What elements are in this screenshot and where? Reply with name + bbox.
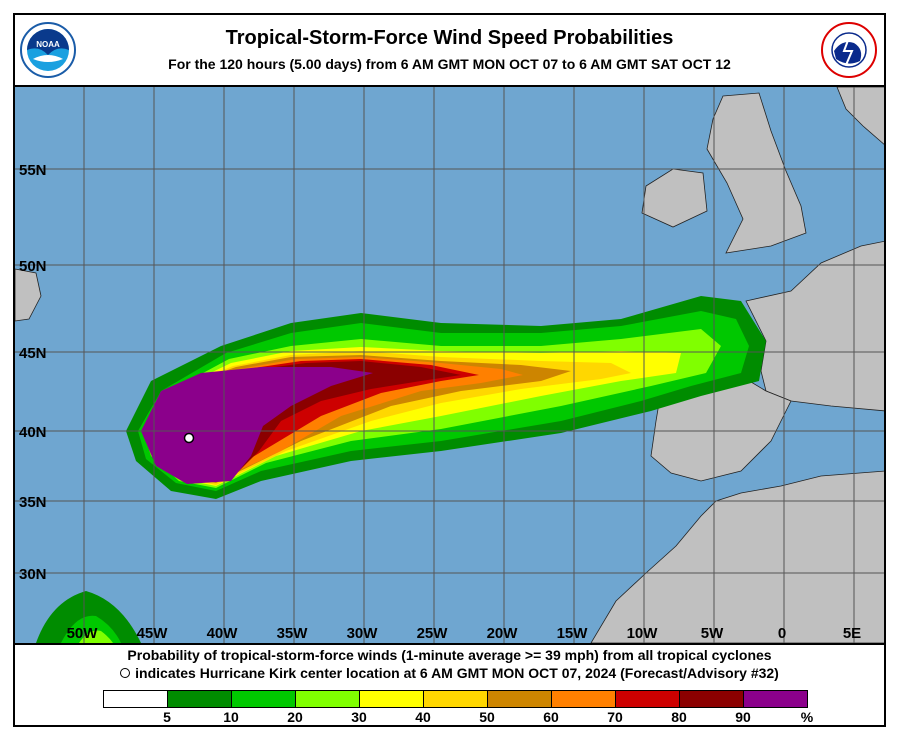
lat-label: 40N — [19, 424, 47, 441]
land-africa — [590, 470, 884, 643]
lon-label: 50W — [67, 625, 99, 642]
land-uk — [706, 92, 807, 254]
contour-90-percent — [141, 367, 373, 484]
land-newfoundland — [15, 268, 42, 322]
legend-tick-label: 5 — [163, 709, 171, 725]
lat-label: 50N — [19, 258, 47, 275]
header: NOAA Tropical-Storm-Force Wind Speed Pro… — [15, 15, 884, 87]
legend-swatch — [104, 691, 168, 707]
nws-logo-icon — [821, 22, 877, 78]
lon-label: 20W — [487, 625, 519, 642]
legend-swatch — [616, 691, 680, 707]
footer-description: Probability of tropical-storm-force wind… — [127, 647, 772, 663]
lat-label: 55N — [19, 162, 47, 179]
noaa-logo-icon: NOAA — [20, 22, 76, 78]
lon-label: 25W — [417, 625, 449, 642]
legend-swatch — [488, 691, 552, 707]
chart-subtitle: For the 120 hours (5.00 days) from 6 AM … — [168, 56, 731, 72]
lon-label: 0 — [778, 625, 786, 642]
legend-tick-label: 50 — [479, 709, 495, 725]
legend-swatch — [680, 691, 744, 707]
chart-title: Tropical-Storm-Force Wind Speed Probabil… — [225, 27, 674, 49]
legend-swatch — [232, 691, 296, 707]
land-scandinavia — [836, 87, 884, 145]
legend-tick-label: 90 — [735, 709, 751, 725]
lon-label: 30W — [347, 625, 379, 642]
lat-lon-grid — [15, 87, 884, 643]
lon-label: 45W — [137, 625, 169, 642]
legend-swatch — [296, 691, 360, 707]
lon-label: 10W — [627, 625, 659, 642]
legend-swatch — [744, 691, 807, 707]
lat-label: 45N — [19, 345, 47, 362]
figure-frame: NOAA Tropical-Storm-Force Wind Speed Pro… — [13, 13, 886, 727]
lon-label: 15W — [557, 625, 589, 642]
storm-center-marker[interactable] — [183, 432, 195, 444]
legend-swatch — [424, 691, 488, 707]
footer-storm-note: indicates Hurricane Kirk center location… — [15, 665, 884, 681]
svg-text:NOAA: NOAA — [36, 40, 60, 49]
legend-swatch — [360, 691, 424, 707]
legend-tick-label: 20 — [287, 709, 303, 725]
lon-label: 5W — [701, 625, 724, 642]
legend-tick-label: 80 — [671, 709, 687, 725]
legend-tick-label: 70 — [607, 709, 623, 725]
legend-tick-label: 40 — [415, 709, 431, 725]
legend-colorbar — [103, 690, 808, 708]
footer-storm-note-text: indicates Hurricane Kirk center location… — [135, 665, 779, 681]
probability-contours — [36, 296, 766, 643]
probability-map: 55N 50N 45N 40N 35N 30N 50W 45W 40W 35W 30W 25W 20W… — [15, 87, 884, 645]
legend-tick-label: % — [800, 709, 814, 725]
lon-label: 35W — [277, 625, 309, 642]
open-circle-icon — [120, 668, 131, 678]
footer: Probability of tropical-storm-force wind… — [15, 645, 884, 725]
legend-swatch — [168, 691, 232, 707]
lon-label: 5E — [843, 625, 861, 642]
land — [15, 87, 884, 643]
lat-label: 35N — [19, 494, 47, 511]
legend-tick-label: 10 — [223, 709, 239, 725]
legend-tick-label: 30 — [351, 709, 367, 725]
lon-label: 40W — [207, 625, 239, 642]
legend-swatch — [552, 691, 616, 707]
lat-label: 30N — [19, 566, 47, 583]
legend-tick-label: 60 — [543, 709, 559, 725]
other-storm-contour-20 — [79, 630, 113, 643]
